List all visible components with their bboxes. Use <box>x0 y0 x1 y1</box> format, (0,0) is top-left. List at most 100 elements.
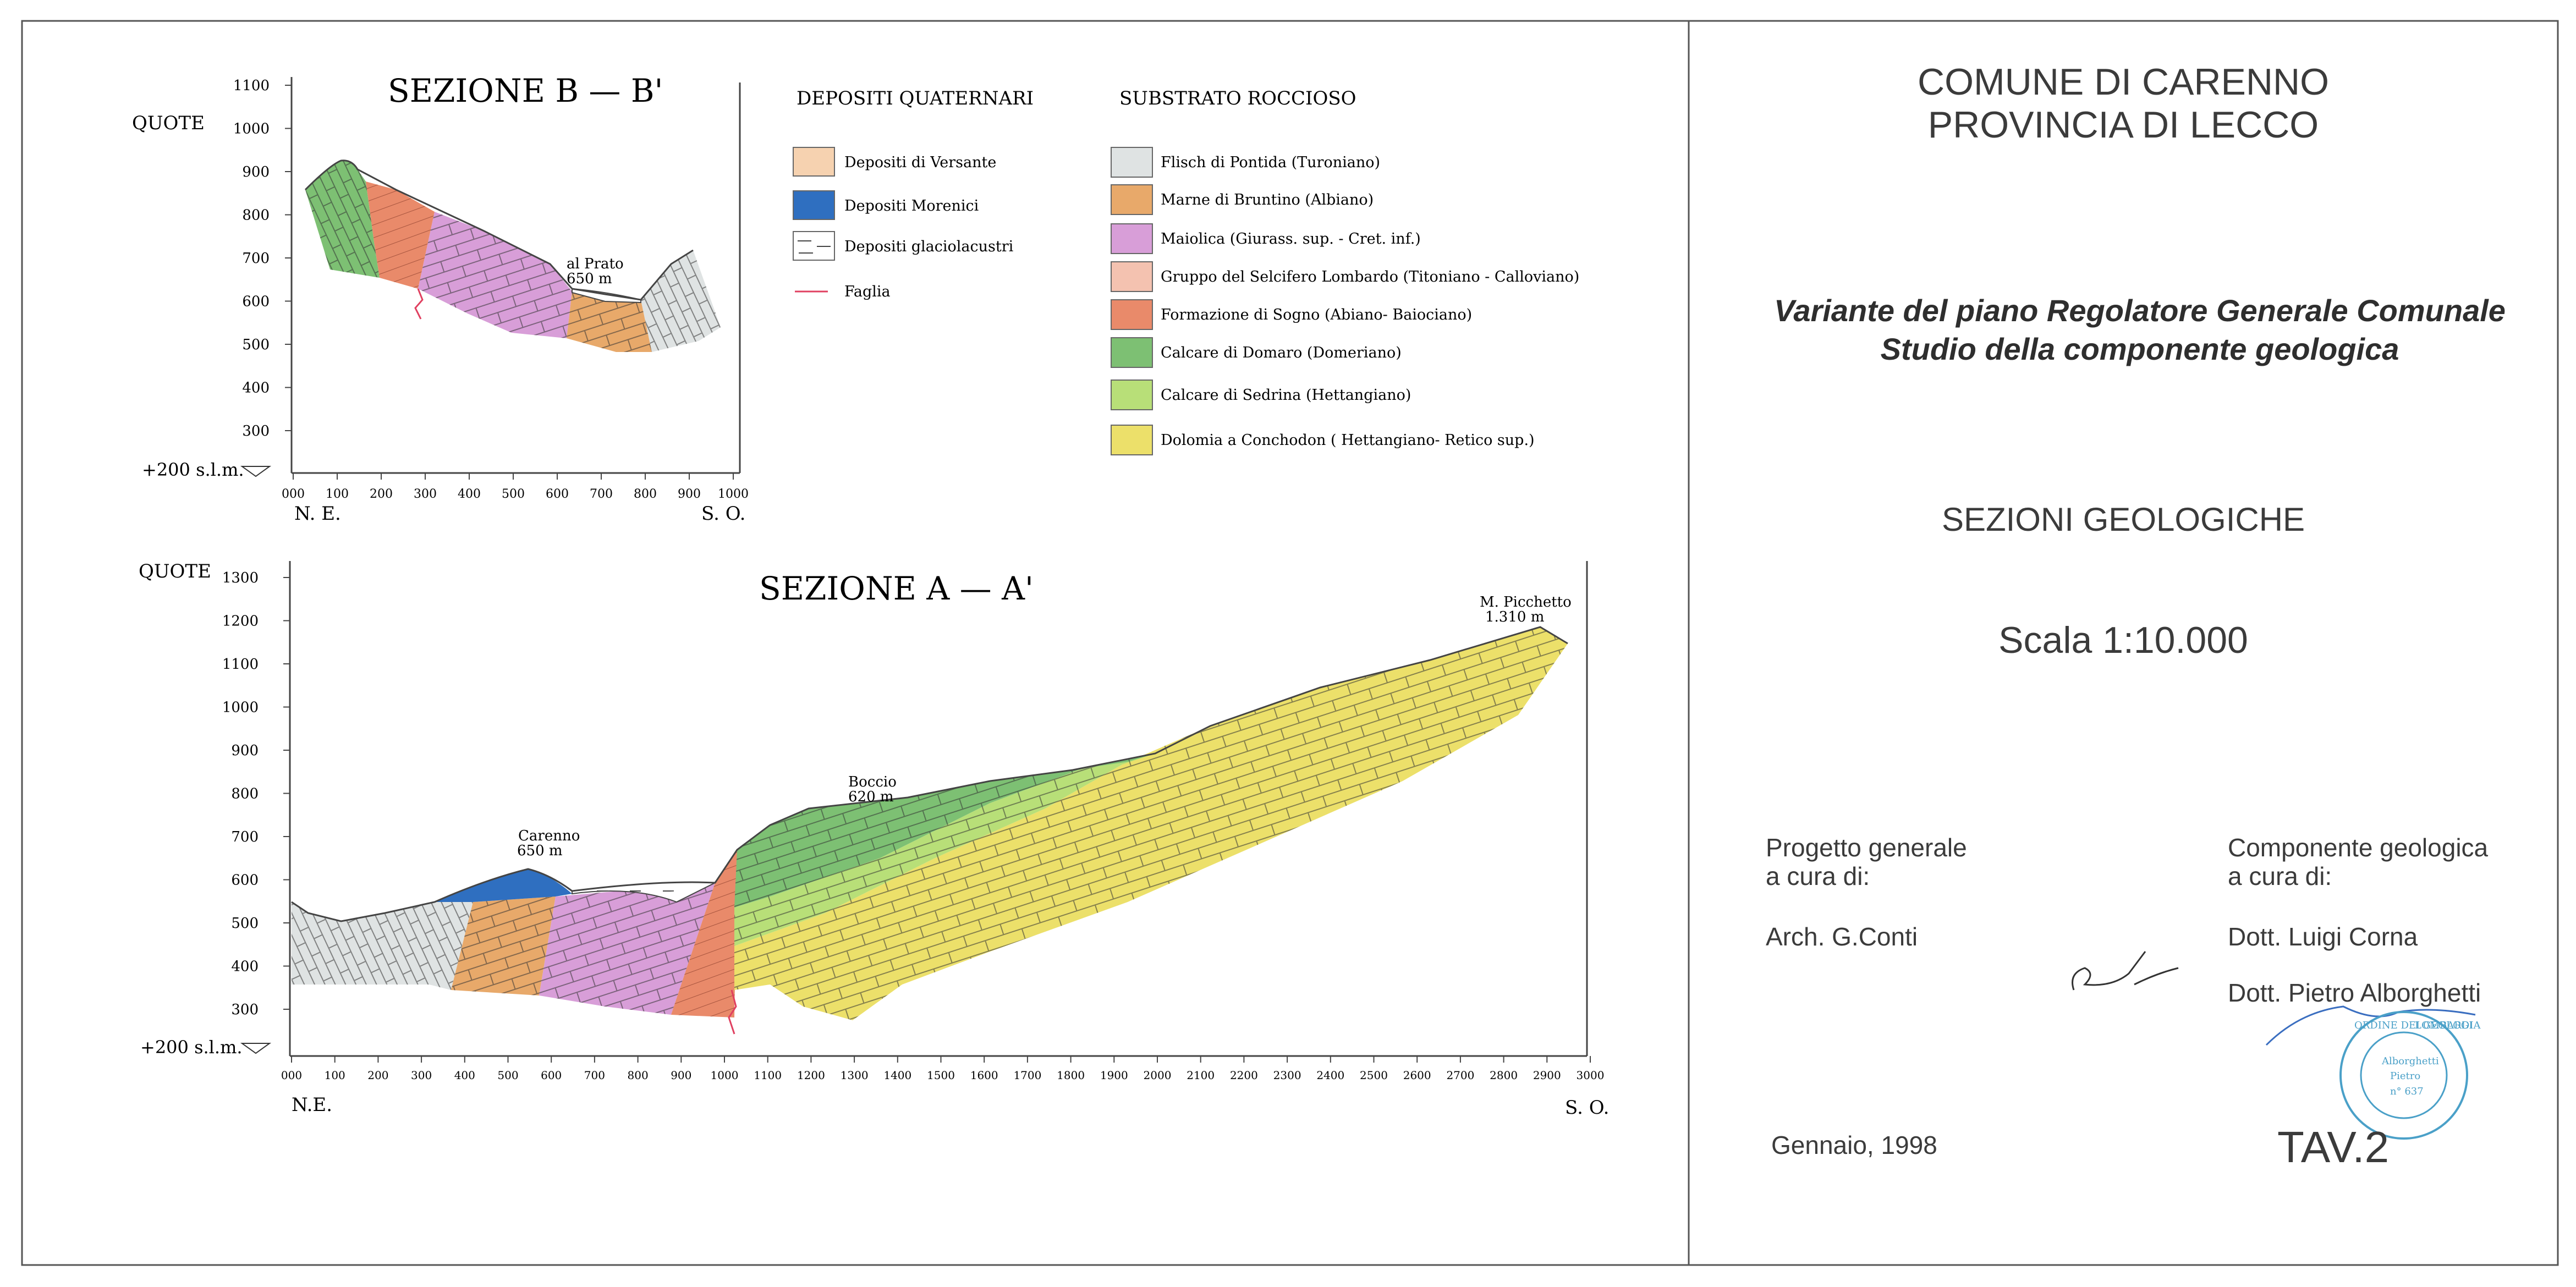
section-a-left-direction: N.E. <box>292 1094 332 1116</box>
a-x-tick-label: 2400 <box>1316 1069 1344 1082</box>
section-a-right-direction: S. O. <box>1565 1097 1609 1119</box>
a-x-tick-label: 2500 <box>1360 1069 1388 1082</box>
a-annotation-carenno: Carenno <box>518 828 580 844</box>
legend-swatch <box>1111 380 1153 410</box>
project-title-line-1: Variante del piano Regolatore Generale C… <box>1774 293 2506 328</box>
b-x-tick-label: 300 <box>414 487 437 501</box>
legend-swatch <box>793 147 835 177</box>
section-b-title: SEZIONE B — B' <box>388 72 663 109</box>
signature-alborghetti <box>2265 1005 2476 1046</box>
legend-label: Calcare di Domaro (Domeriano) <box>1161 344 1402 361</box>
a-x-tick-label: 1000 <box>711 1069 739 1082</box>
b-y-tick-label: 700 <box>242 250 270 267</box>
a-x-tick-label: 300 <box>411 1069 432 1082</box>
a-x-tick-label: 1200 <box>797 1069 825 1082</box>
section-a-y-axis-label: QUOTE <box>139 560 211 582</box>
section-b: 1100 1000 900 800 700 600 500 400 300 000 100 200 3… <box>132 72 749 525</box>
a-x-tick-label: 2800 <box>1490 1069 1518 1082</box>
outer-frame <box>21 20 2559 1266</box>
legend-label: Calcare di Sedrina (Hettangiano) <box>1161 387 1411 404</box>
legend: DEPOSITI QUATERNARI SUBSTRATO ROCCIOSO D… <box>793 87 1579 455</box>
table-number: TAV.2 <box>2277 1123 2390 1172</box>
a-x-tick-label: 200 <box>367 1069 388 1082</box>
a-y-tick-label: 1300 <box>222 570 259 586</box>
b-x-tick-label: 400 <box>458 487 481 501</box>
legend-label: Flisch di Pontida (Turoniano) <box>1161 154 1380 171</box>
a-annotation-boccio: Boccio <box>848 774 897 790</box>
a-y-tick-label: 800 <box>231 786 259 802</box>
a-y-tick-label: 600 <box>231 872 259 889</box>
section-b-y-ticks: 1100 1000 900 800 700 600 500 400 300 <box>233 78 292 439</box>
scale-label: Scala 1:10.000 <box>1998 619 2248 661</box>
a-x-tick-label: 800 <box>628 1069 649 1082</box>
section-b-right-direction: S. O. <box>701 503 745 525</box>
section-b-x-ticks: 000 100 200 300 400 500 600 700 800 900 1000 <box>282 473 749 501</box>
a-x-tick-label: 3000 <box>1577 1069 1605 1082</box>
a-y-tick-label: 1100 <box>222 656 259 673</box>
a-annotation-boccio-elev: 620 m <box>848 789 894 805</box>
legend-swatch <box>1111 337 1153 368</box>
a-annotation-picchetto-elev: 1.310 m <box>1485 609 1544 625</box>
credits-right-name-1: Dott. Luigi Corna <box>2228 922 2418 951</box>
b-x-tick-label: 000 <box>282 487 305 501</box>
a-x-tick-label: 1500 <box>927 1069 955 1082</box>
a-x-tick-label: 1900 <box>1100 1069 1128 1082</box>
project-title-line-2: Studio della componente geologica <box>1880 332 2399 366</box>
legend-label: Faglia <box>844 283 891 300</box>
section-b-left-direction: N. E. <box>294 503 341 525</box>
municipality-heading: COMUNE DI CARENNO PROVINCIA DI LECCO <box>1689 61 2558 146</box>
credits-right-name-2: Dott. Pietro Alborghetti <box>2228 978 2481 1007</box>
legend-label: Marne di Bruntino (Albiano) <box>1161 191 1374 208</box>
stamp-text-5: n° 637 <box>2390 1086 2424 1097</box>
section-a-y-ticks: 1300 1200 1100 1000 900 800 700 600 500 400 300 <box>222 570 290 1018</box>
legend-label: Depositi Morenici <box>844 197 979 215</box>
b-x-tick-label: 900 <box>678 487 701 501</box>
b-profile <box>304 160 694 301</box>
signature-conti <box>2072 951 2179 991</box>
legend-swatch <box>1111 184 1153 215</box>
a-x-tick-label: 1700 <box>1013 1069 1041 1082</box>
a-x-tick-label: 1400 <box>883 1069 911 1082</box>
a-x-tick-label: 2700 <box>1446 1069 1474 1082</box>
a-x-tick-label: 500 <box>497 1069 518 1082</box>
a-x-tick-label: 400 <box>454 1069 475 1082</box>
a-x-tick-label: 2100 <box>1187 1069 1215 1082</box>
legend-label: Formazione di Sogno (Abiano- Baiociano) <box>1161 306 1472 323</box>
stamp-text-2: LOMBARDIA <box>2415 1020 2481 1031</box>
a-x-tick-label: 1800 <box>1057 1069 1085 1082</box>
stamp-text-1: ORDINE DEI GEOLOGI <box>2354 1020 2473 1031</box>
legend-swatch <box>1111 261 1153 292</box>
section-a-title: SEZIONE A — A' <box>759 570 1034 607</box>
a-x-tick-label: 1600 <box>970 1069 998 1082</box>
legend-swatch <box>1111 147 1153 178</box>
municipality-line-2: PROVINCIA DI LECCO <box>1927 104 2319 146</box>
a-y-tick-label: 1000 <box>222 700 259 716</box>
municipality-line-1: COMUNE DI CARENNO <box>1917 61 2330 103</box>
a-y-tick-label: 500 <box>231 915 259 932</box>
b-y-tick-label: 500 <box>242 337 270 353</box>
b-x-tick-label: 1000 <box>718 487 749 501</box>
a-y-tick-label: 700 <box>231 829 259 845</box>
professional-stamp: ORDINE DEI GEOLOGI LOMBARDIA Alborghetti… <box>2339 1011 2481 1140</box>
b-x-tick-label: 600 <box>546 487 569 501</box>
legend-swatch <box>1111 425 1153 455</box>
a-x-tick-label: 2900 <box>1533 1069 1561 1082</box>
b-fault <box>414 288 424 320</box>
credits-left-name-1: Arch. G.Conti <box>1766 922 1918 951</box>
a-y-tick-label: 1200 <box>222 613 259 630</box>
title-block: COMUNE DI CARENNO PROVINCIA DI LECCO Var… <box>1689 22 2561 1265</box>
b-x-tick-label: 500 <box>502 487 525 501</box>
legend-label: Depositi di Versante <box>844 154 996 171</box>
base-marker-b <box>240 466 272 477</box>
b-y-tick-label: 900 <box>242 164 270 180</box>
a-y-tick-label: 900 <box>231 743 259 759</box>
b-annotation-name: al Prato <box>567 256 624 272</box>
b-x-tick-label: 700 <box>590 487 613 501</box>
credits-right-heading-1: Componente geologica <box>2228 833 2489 862</box>
b-x-tick-label: 800 <box>634 487 657 501</box>
a-x-tick-label: 600 <box>541 1069 562 1082</box>
legend-label: Dolomia a Conchodon ( Hettangiano- Retic… <box>1161 432 1535 449</box>
base-marker-a <box>240 1043 272 1054</box>
stamp-text-3: Alborghetti <box>2381 1055 2439 1067</box>
a-x-tick-label: 2600 <box>1403 1069 1431 1082</box>
